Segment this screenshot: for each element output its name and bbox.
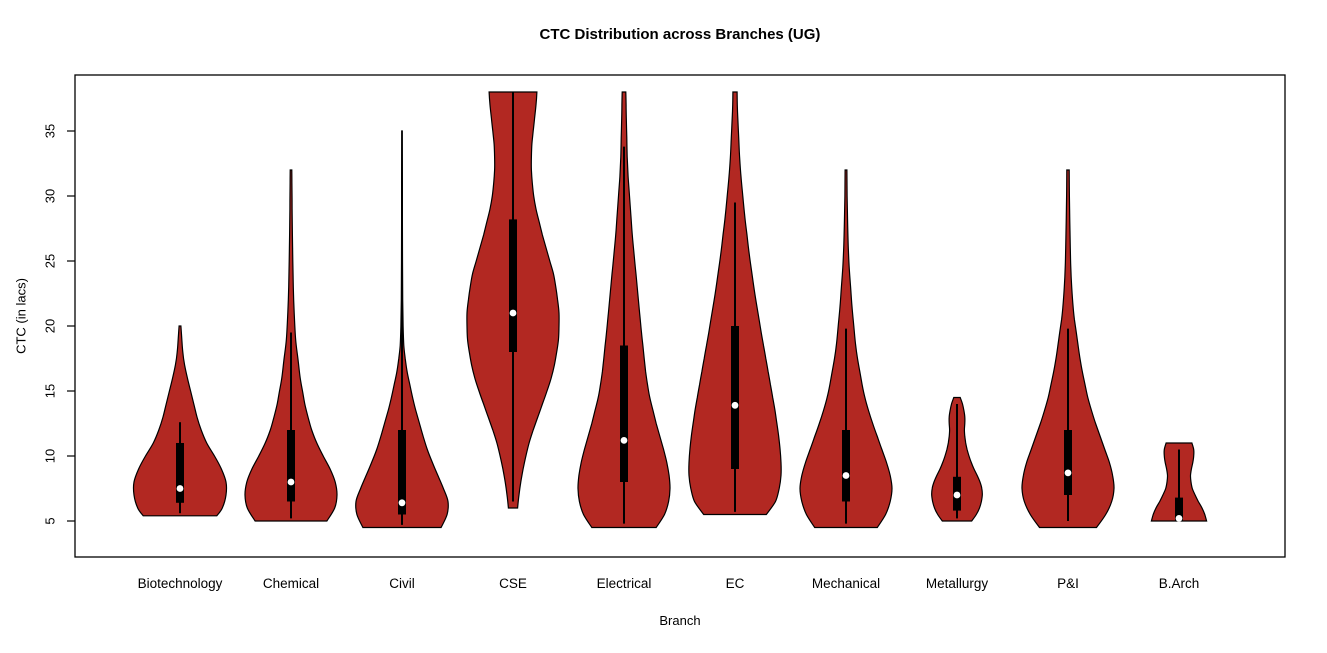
violin-shape — [132, 325, 228, 517]
x-axis-title: Branch — [659, 613, 701, 628]
x-category-label: B.Arch — [1159, 576, 1200, 591]
violin-b-arch — [1150, 442, 1208, 522]
median-dot — [953, 491, 961, 499]
x-category-label: Electrical — [597, 576, 652, 591]
y-tick-label: 5 — [43, 517, 58, 524]
violin-mechanical — [799, 169, 893, 529]
plot-border — [74, 74, 1286, 558]
x-category-label: P&I — [1057, 576, 1079, 591]
chart-title: CTC Distribution across Branches (UG) — [539, 26, 821, 43]
median-dot — [398, 499, 406, 507]
median-dot — [1064, 469, 1072, 477]
x-category-label: Metallurgy — [926, 576, 989, 591]
iqr-box — [287, 430, 295, 502]
violin-chemical — [244, 169, 338, 522]
violin-cse — [466, 91, 560, 509]
median-dot — [1175, 515, 1183, 522]
y-tick-label: 20 — [43, 319, 58, 333]
median-dot — [620, 437, 628, 444]
median-dot — [176, 485, 184, 492]
y-tick-label: 15 — [43, 384, 58, 398]
violin-p-i — [1021, 169, 1115, 529]
iqr-box — [620, 345, 628, 482]
violin-civil — [355, 130, 449, 529]
y-tick-label: 30 — [43, 189, 58, 203]
iqr-box — [176, 443, 184, 503]
y-tick-label: 25 — [43, 254, 58, 268]
iqr-box — [842, 430, 850, 502]
violin-electrical — [577, 91, 671, 529]
x-category-label: Civil — [389, 576, 415, 591]
median-dot — [509, 309, 517, 317]
x-category-label: Biotechnology — [138, 576, 223, 591]
iqr-box — [509, 219, 517, 352]
iqr-box — [1064, 430, 1072, 495]
median-dot — [731, 401, 739, 409]
violin-biotechnology — [132, 325, 228, 517]
violin-ec — [688, 91, 782, 516]
iqr-box — [1175, 497, 1183, 521]
iqr-box — [731, 326, 739, 469]
y-tick-label: 10 — [43, 449, 58, 463]
violin-metallurgy — [931, 396, 983, 522]
median-dot — [287, 478, 295, 486]
x-category-label: EC — [726, 576, 745, 591]
x-category-label: CSE — [499, 576, 527, 591]
iqr-box — [398, 430, 406, 515]
x-category-label: Mechanical — [812, 576, 880, 591]
x-category-label: Chemical — [263, 576, 319, 591]
y-tick-label: 35 — [43, 124, 58, 138]
median-dot — [842, 472, 850, 479]
